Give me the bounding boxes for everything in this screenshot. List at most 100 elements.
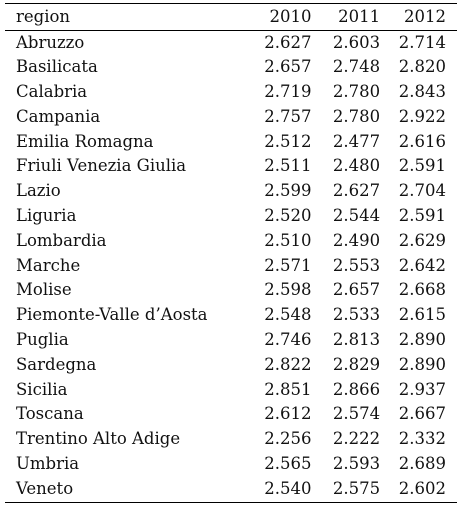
cell-2010: 2.598 bbox=[264, 280, 312, 300]
table-row: Basilicata 2.657 2.748 2.820 bbox=[5, 55, 457, 80]
cell-2012: 2.668 bbox=[398, 280, 446, 300]
cell-region: Emilia Romagna bbox=[16, 131, 154, 151]
table-header: region 2010 2011 2012 bbox=[5, 3, 457, 30]
cell-2011: 2.780 bbox=[332, 106, 381, 126]
table-row: Liguria 2.520 2.544 2.591 bbox=[5, 204, 457, 229]
cell-2010: 2.851 bbox=[264, 379, 312, 399]
cell-2012: 2.922 bbox=[398, 106, 446, 126]
region-values-table: region 2010 2011 2012 Abruzzo 2.627 2.603 2… bbox=[5, 3, 457, 503]
cell-region: Molise bbox=[16, 280, 72, 300]
table-row: Calabria 2.719 2.780 2.843 bbox=[5, 80, 457, 105]
cell-2010: 2.657 bbox=[264, 57, 312, 77]
cell-2011: 2.829 bbox=[332, 354, 381, 374]
cell-region: Abruzzo bbox=[16, 32, 85, 52]
cell-2011: 2.748 bbox=[332, 57, 381, 77]
cell-2011: 2.533 bbox=[332, 305, 381, 325]
cell-2012: 2.591 bbox=[398, 206, 446, 226]
cell-2010: 2.612 bbox=[264, 404, 312, 424]
cell-2010: 2.510 bbox=[264, 230, 312, 250]
table-body: Abruzzo 2.627 2.603 2.714 Basilicata 2.657 2.7… bbox=[5, 30, 457, 503]
cell-2011: 2.603 bbox=[332, 32, 381, 52]
cell-2011: 2.575 bbox=[332, 478, 381, 498]
cell-region: Liguria bbox=[16, 206, 77, 226]
cell-2010: 2.256 bbox=[264, 429, 312, 449]
table-row: Puglia 2.746 2.813 2.890 bbox=[5, 328, 457, 353]
cell-2011: 2.477 bbox=[332, 131, 381, 151]
header-2012: 2012 bbox=[404, 7, 446, 26]
table-row: Campania 2.757 2.780 2.922 bbox=[5, 105, 457, 130]
cell-region: Puglia bbox=[16, 330, 69, 350]
cell-2010: 2.520 bbox=[264, 206, 312, 226]
cell-region: Lombardia bbox=[16, 230, 107, 250]
cell-2010: 2.599 bbox=[264, 181, 312, 201]
cell-2010: 2.540 bbox=[264, 478, 312, 498]
table-row: Emilia Romagna 2.512 2.477 2.616 bbox=[5, 130, 457, 155]
cell-2012: 2.602 bbox=[398, 478, 446, 498]
cell-region: Campania bbox=[16, 106, 101, 126]
cell-2012: 2.332 bbox=[398, 429, 446, 449]
cell-2012: 2.615 bbox=[398, 305, 446, 325]
cell-2012: 2.591 bbox=[398, 156, 446, 176]
cell-2012: 2.843 bbox=[398, 82, 446, 102]
cell-2010: 2.746 bbox=[264, 330, 312, 350]
cell-2012: 2.704 bbox=[398, 181, 446, 201]
table-row: Marche 2.571 2.553 2.642 bbox=[5, 254, 457, 279]
cell-2011: 2.627 bbox=[332, 181, 381, 201]
cell-2011: 2.593 bbox=[332, 454, 381, 474]
cell-2012: 2.689 bbox=[398, 454, 446, 474]
cell-2012: 2.667 bbox=[398, 404, 446, 424]
cell-2011: 2.553 bbox=[332, 255, 381, 275]
cell-2011: 2.490 bbox=[332, 230, 381, 250]
cell-2010: 2.757 bbox=[264, 106, 312, 126]
cell-2011: 2.780 bbox=[332, 82, 381, 102]
cell-2010: 2.822 bbox=[264, 354, 312, 374]
header-region: region bbox=[16, 7, 71, 26]
cell-region: Sardegna bbox=[16, 354, 97, 374]
table-row: Trentino Alto Adige 2.256 2.222 2.332 bbox=[5, 427, 457, 452]
cell-2011: 2.480 bbox=[332, 156, 381, 176]
table-row: Lazio 2.599 2.627 2.704 bbox=[5, 179, 457, 204]
cell-2010: 2.571 bbox=[264, 255, 312, 275]
header-row: region 2010 2011 2012 bbox=[5, 3, 457, 30]
cell-2011: 2.657 bbox=[332, 280, 381, 300]
table-row: Molise 2.598 2.657 2.668 bbox=[5, 278, 457, 303]
cell-2012: 2.820 bbox=[398, 57, 446, 77]
cell-region: Calabria bbox=[16, 82, 88, 102]
table-row: Sicilia 2.851 2.866 2.937 bbox=[5, 378, 457, 403]
cell-2010: 2.548 bbox=[264, 305, 312, 325]
header-2011: 2011 bbox=[338, 7, 381, 26]
cell-region: Basilicata bbox=[16, 57, 98, 77]
cell-region: Toscana bbox=[16, 404, 84, 424]
cell-2011: 2.222 bbox=[332, 429, 381, 449]
cell-region: Marche bbox=[16, 255, 81, 275]
table-row: Piemonte-Valle d’Aosta 2.548 2.533 2.615 bbox=[5, 303, 457, 328]
cell-2012: 2.642 bbox=[398, 255, 446, 275]
cell-2012: 2.890 bbox=[398, 354, 446, 374]
cell-region: Veneto bbox=[16, 478, 74, 498]
cell-2011: 2.866 bbox=[332, 379, 381, 399]
cell-2010: 2.719 bbox=[264, 82, 312, 102]
table-row: Sardegna 2.822 2.829 2.890 bbox=[5, 353, 457, 378]
cell-region: Trentino Alto Adige bbox=[16, 429, 181, 449]
table-row: Abruzzo 2.627 2.603 2.714 bbox=[5, 30, 457, 55]
cell-region: Lazio bbox=[16, 181, 61, 201]
cell-2011: 2.574 bbox=[332, 404, 381, 424]
cell-2010: 2.512 bbox=[264, 131, 312, 151]
table-row: Friuli Venezia Giulia 2.511 2.480 2.591 bbox=[5, 154, 457, 179]
cell-2012: 2.714 bbox=[398, 32, 446, 52]
table-row: Veneto 2.540 2.575 2.602 bbox=[5, 477, 457, 503]
table-row: Umbria 2.565 2.593 2.689 bbox=[5, 452, 457, 477]
cell-region: Sicilia bbox=[16, 379, 68, 399]
data-table-container: region 2010 2011 2012 Abruzzo 2.627 2.603 2… bbox=[5, 3, 457, 503]
cell-2011: 2.544 bbox=[332, 206, 381, 226]
cell-region: Umbria bbox=[16, 454, 80, 474]
cell-2010: 2.511 bbox=[264, 156, 312, 176]
cell-2010: 2.627 bbox=[264, 32, 312, 52]
cell-2011: 2.813 bbox=[332, 330, 381, 350]
cell-2012: 2.629 bbox=[398, 230, 446, 250]
header-2010: 2010 bbox=[269, 7, 312, 26]
table-row: Lombardia 2.510 2.490 2.629 bbox=[5, 229, 457, 254]
cell-region: Friuli Venezia Giulia bbox=[16, 156, 187, 176]
cell-2012: 2.937 bbox=[398, 379, 446, 399]
cell-region: Piemonte-Valle d’Aosta bbox=[16, 305, 208, 325]
